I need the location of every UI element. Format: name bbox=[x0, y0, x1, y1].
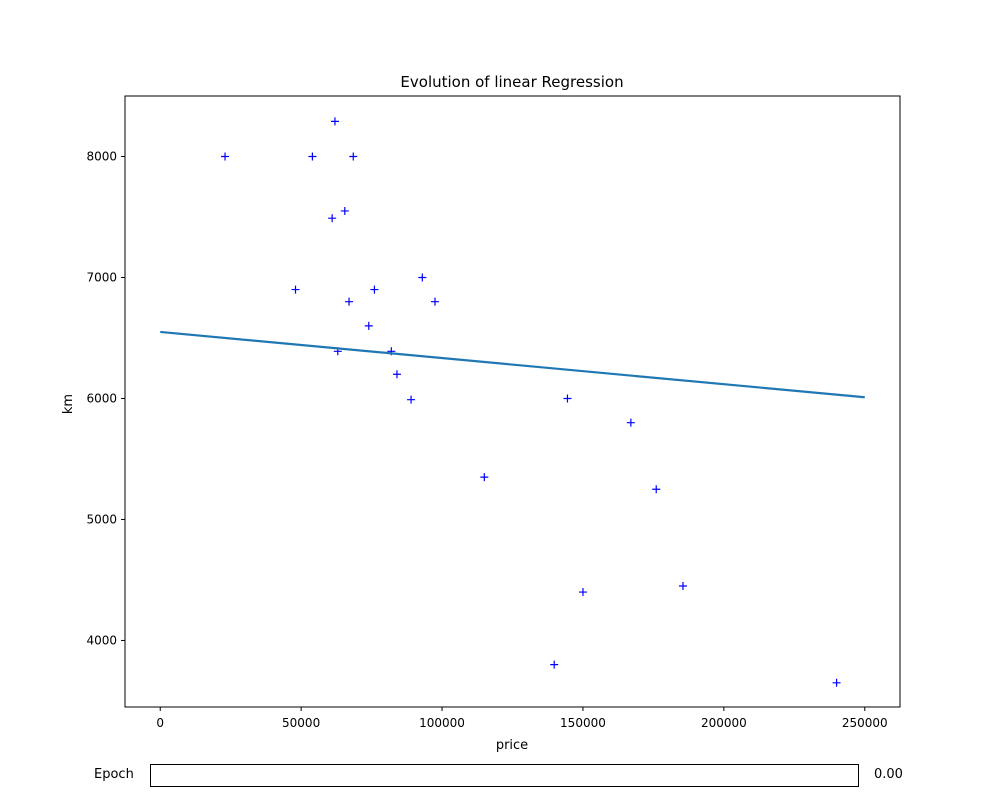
chart-title: Evolution of linear Regression bbox=[400, 73, 623, 91]
data-point bbox=[652, 485, 661, 494]
epoch-slider-value: 0.00 bbox=[874, 767, 903, 782]
data-point bbox=[578, 588, 587, 597]
data-point bbox=[832, 678, 841, 687]
data-point bbox=[370, 285, 379, 294]
y-tick-label: 6000 bbox=[86, 391, 117, 405]
data-point bbox=[563, 394, 572, 403]
x-tick-label: 100000 bbox=[419, 716, 465, 730]
regression-line bbox=[160, 330, 865, 399]
data-point bbox=[407, 395, 416, 404]
data-point bbox=[392, 370, 401, 379]
data-point bbox=[340, 206, 349, 215]
data-point bbox=[480, 473, 489, 482]
x-tick-label: 50000 bbox=[282, 716, 320, 730]
data-point bbox=[308, 152, 317, 161]
data-point bbox=[349, 152, 358, 161]
y-tick-label: 7000 bbox=[86, 270, 117, 284]
data-point bbox=[345, 297, 354, 306]
data-point bbox=[221, 152, 230, 161]
y-tick-label: 5000 bbox=[86, 512, 117, 526]
data-point bbox=[431, 297, 439, 306]
data-point bbox=[626, 418, 635, 427]
data-point bbox=[550, 660, 559, 669]
y-axis-label: km bbox=[61, 394, 76, 414]
data-point bbox=[328, 214, 337, 223]
x-axis-label: price bbox=[496, 738, 528, 753]
x-tick-label: 250000 bbox=[842, 716, 888, 730]
x-tick-label: 0 bbox=[156, 716, 164, 730]
epoch-slider-label: Epoch bbox=[94, 767, 134, 782]
data-point bbox=[679, 582, 687, 591]
data-point bbox=[364, 321, 373, 330]
y-tick-label: 8000 bbox=[86, 149, 117, 163]
y-tick-label: 4000 bbox=[86, 633, 117, 647]
x-tick-label: 200000 bbox=[701, 716, 747, 730]
epoch-slider[interactable] bbox=[150, 764, 859, 787]
data-point bbox=[291, 285, 300, 294]
data-point bbox=[330, 117, 339, 126]
x-tick-label: 150000 bbox=[560, 716, 606, 730]
plot-area-frame bbox=[124, 95, 901, 708]
data-point bbox=[418, 273, 427, 282]
